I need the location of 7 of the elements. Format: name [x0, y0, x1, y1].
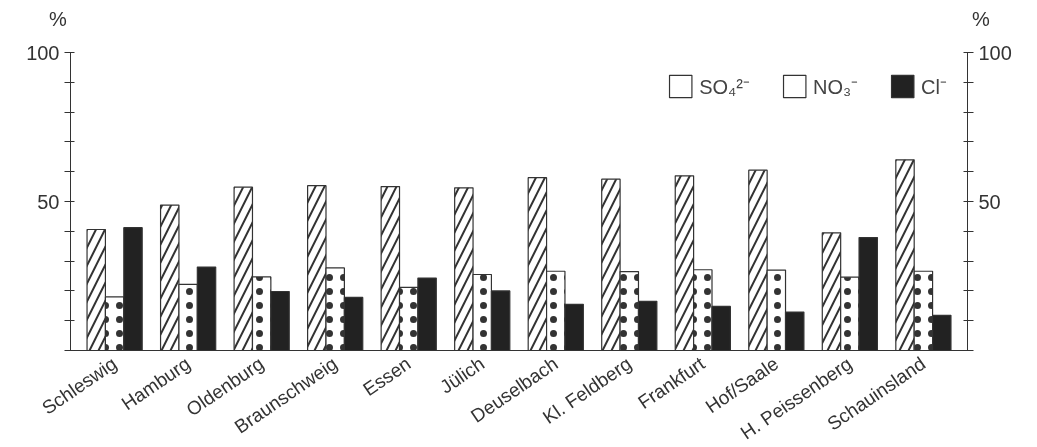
legend-label: NO₃⁻	[812, 74, 859, 100]
legend-label: SO₄²⁻	[699, 74, 750, 100]
y2-tick-label: 50	[978, 190, 1001, 213]
y-axis-title: %	[49, 7, 67, 32]
legend-label: Cl⁻	[921, 74, 947, 100]
y2-axis-title: %	[972, 7, 990, 32]
y2-tick-label: 100	[978, 41, 1012, 64]
